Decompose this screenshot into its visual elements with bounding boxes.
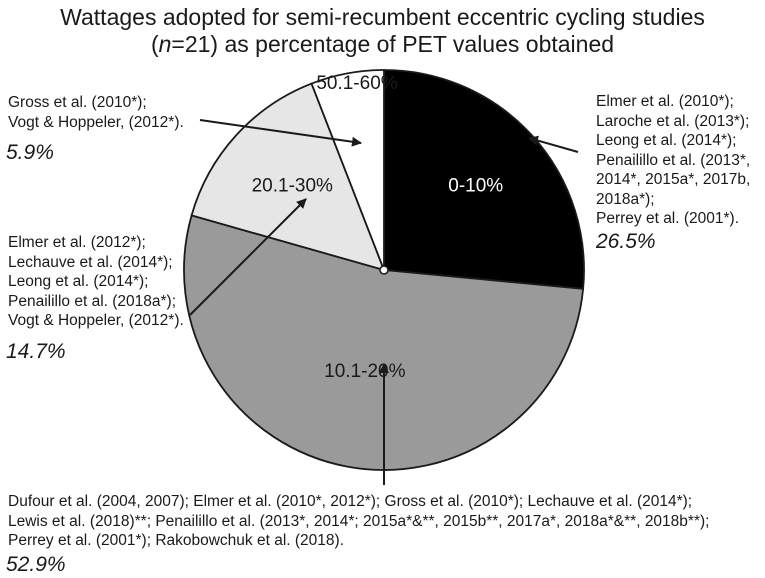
annotation-line: Perrey et al. (2001*).: [596, 210, 740, 227]
arrow-0-10: [528, 135, 579, 153]
chart-title-line1: Wattages adopted for semi-recumbent ecce…: [60, 4, 705, 30]
annotation-line: Lechauve et al. (2014*);: [8, 253, 173, 271]
title-n-italic: n: [158, 31, 172, 57]
annotation-line: Leong et al. (2014*);: [8, 273, 149, 290]
slice-label-0: 0-10%: [448, 176, 503, 197]
annotation-line: Dufour et al. (2004, 2007); Elmer et al.…: [8, 493, 693, 510]
slice-label-3: 50.1-60%: [316, 73, 397, 94]
title-rest: =21) as percentage of PET values obtaine…: [171, 31, 615, 57]
annotation-line: Laroche et al. (2013*);: [596, 112, 750, 130]
percent-label-20-30: 14.7%: [6, 340, 66, 363]
slice-label-2: 20.1-30%: [252, 176, 333, 197]
annotation-line: Penailillo et al. (2018a*);: [8, 292, 177, 310]
annotation-line: Elmer et al. (2012*);: [8, 234, 146, 251]
annotation-line: 2014*, 2015a*, 2017b,: [596, 171, 751, 188]
annotation-10-20: Dufour et al. (2004, 2007); Elmer et al.…: [8, 492, 709, 551]
arrow-20-30: [189, 198, 307, 316]
annotation-line: 2018a*);: [596, 190, 655, 208]
arrow-50-60: [199, 119, 362, 147]
slice-label-1: 10.1-20%: [324, 361, 405, 382]
annotation-50-60: Gross et al. (2010*); Vogt & Hoppeler, (…: [8, 93, 184, 132]
annotation-line: Gross et al. (2010*);: [8, 94, 147, 111]
percent-label-50-60: 5.9%: [6, 141, 54, 164]
title-paren: (: [150, 31, 159, 57]
pie-slice-3: [310, 69, 385, 271]
annotation-line: Lewis et al. (2018)**; Penailillo et al.…: [8, 512, 710, 530]
annotation-line: Perrey et al. (2001*); Rakobowchuk et al…: [8, 532, 345, 549]
pie-slice-0: [383, 69, 585, 290]
pie-slice-1: [183, 214, 585, 471]
annotation-line: Vogt & Hoppeler, (2012*).: [8, 113, 184, 131]
chart-title-line2: (n=21) as percentage of PET values obtai…: [0, 31, 765, 58]
annotation-line: Vogt & Hoppeler, (2012*).: [8, 312, 184, 329]
annotation-line: Leong et al. (2014*);: [596, 132, 737, 149]
pie-center-dot: [379, 265, 389, 275]
annotation-0-10: Elmer et al. (2010*); Laroche et al. (20…: [596, 92, 750, 229]
annotation-line: Elmer et al. (2010*);: [596, 93, 734, 110]
annotation-20-30: Elmer et al. (2012*); Lechauve et al. (2…: [8, 233, 184, 331]
percent-label-10-20: 52.9%: [6, 553, 66, 576]
percent-label-0-10: 26.5%: [596, 230, 656, 253]
annotation-line: Penailillo et al. (2013*,: [596, 151, 751, 169]
pie-slice-2: [190, 82, 386, 272]
